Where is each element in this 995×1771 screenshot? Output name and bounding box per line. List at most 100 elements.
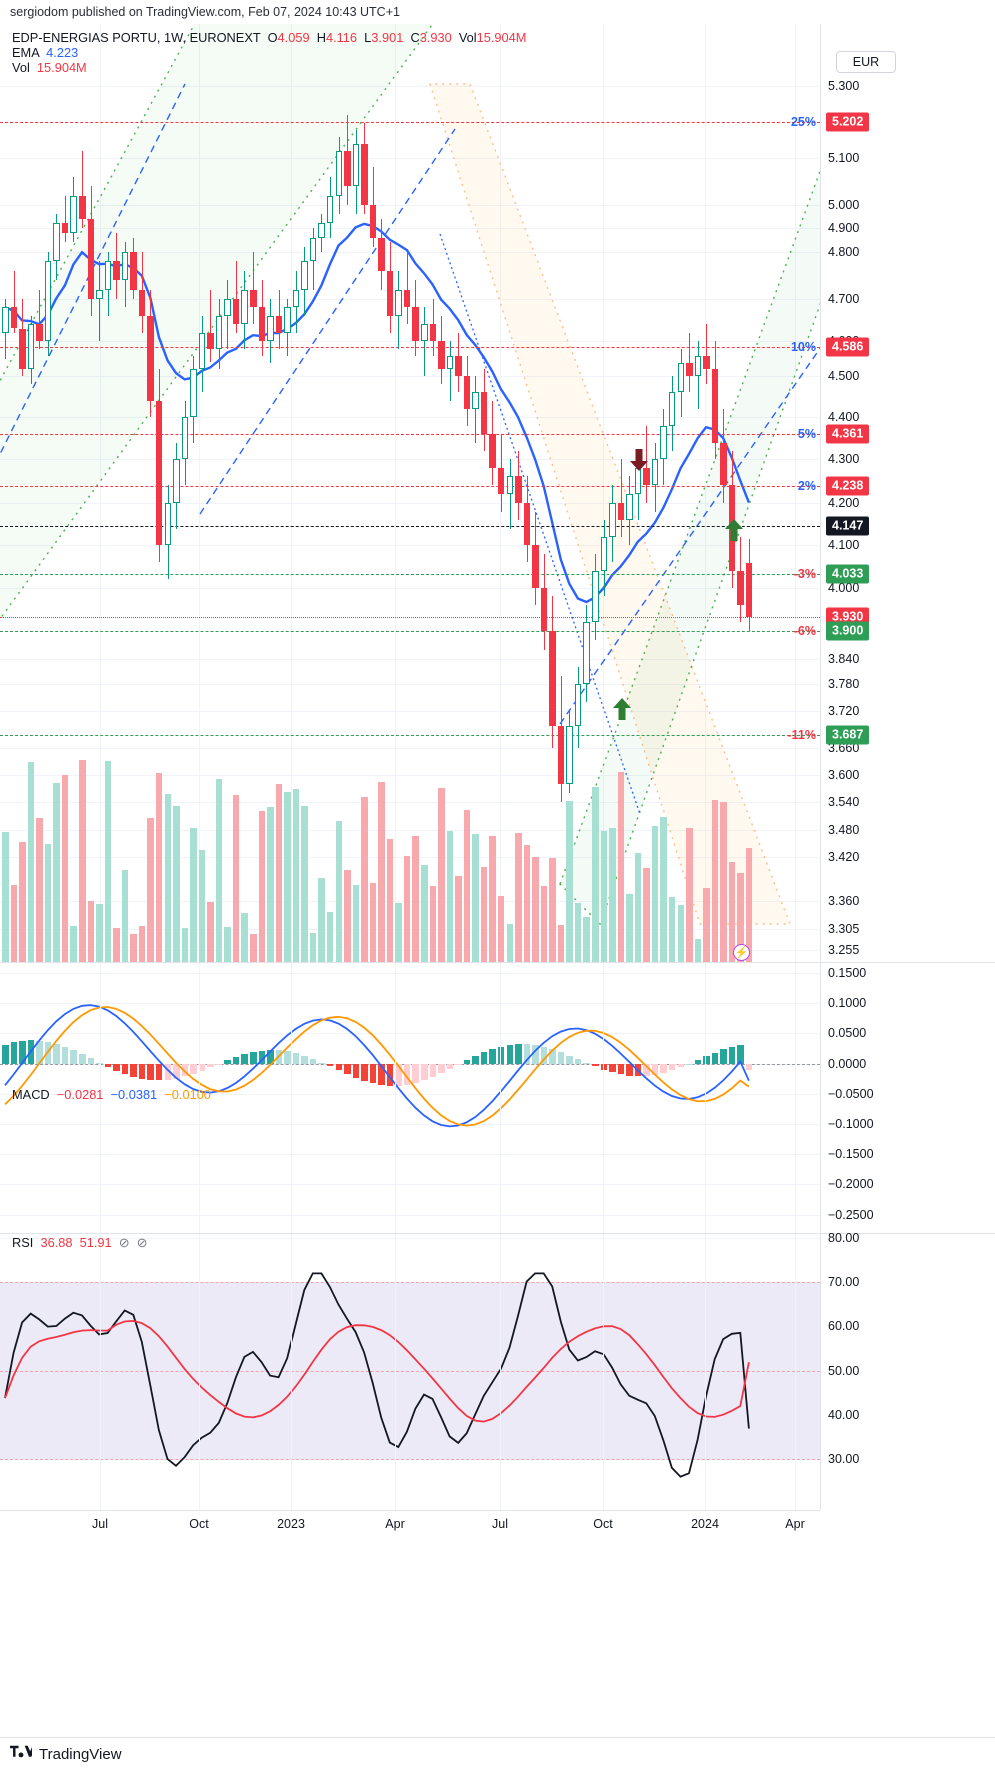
- volume-bar: [147, 818, 154, 962]
- candle-body: [361, 143, 368, 205]
- candle-body: [549, 631, 556, 726]
- alert-bolt-icon[interactable]: ⚡: [733, 944, 750, 961]
- rsi-legend-name[interactable]: RSI: [12, 1235, 34, 1250]
- candle-body: [626, 494, 633, 521]
- macd-histogram-bar: [677, 1063, 685, 1067]
- macd-legend-name[interactable]: MACD: [12, 1087, 50, 1102]
- volume-bar: [250, 934, 257, 962]
- gridline-vertical: [795, 1234, 796, 1510]
- gridline-horizontal: [0, 775, 820, 776]
- volume-bar: [369, 882, 377, 962]
- candle-body: [36, 324, 43, 342]
- rsi-pane[interactable]: [0, 1234, 820, 1510]
- candle-body: [463, 376, 471, 409]
- volume-bar: [421, 864, 428, 962]
- macd-pane[interactable]: [0, 963, 820, 1233]
- gridline-horizontal: [0, 1093, 820, 1095]
- candle-body: [147, 315, 154, 401]
- macd-histogram-bar: [421, 1063, 428, 1081]
- price-pill[interactable]: 3.900: [826, 621, 870, 641]
- volume-bar: [574, 902, 582, 962]
- level-line: [0, 122, 820, 123]
- level-line: [0, 574, 820, 575]
- candle-body: [378, 237, 385, 271]
- macd-legend[interactable]: MACD −0.0281 −0.0381 −0.0100: [12, 1087, 211, 1102]
- macd-hist-value: −0.0100: [164, 1087, 211, 1102]
- macd-histogram-bar: [720, 1049, 727, 1064]
- macd-histogram-bar: [10, 1042, 18, 1064]
- price-legend[interactable]: EDP-ENERGIAS PORTU, 1W, EURONEXT O4.059 …: [12, 30, 526, 75]
- price-axis[interactable]: EUR 5.3005.1005.0004.9004.8004.7004.6004…: [788, 24, 995, 978]
- date-axis-label: Apr: [785, 1517, 805, 1531]
- level-line: [0, 735, 820, 736]
- macd-signal-value: −0.0381: [110, 1087, 158, 1102]
- price-pill[interactable]: 4.586: [826, 337, 870, 357]
- volume-bar: [79, 760, 86, 962]
- price-pane[interactable]: ⚡: [0, 24, 820, 962]
- price-pill[interactable]: 4.147: [826, 516, 870, 536]
- pane-separator-macd[interactable]: [0, 962, 995, 963]
- macd-axis[interactable]: 0.1500 0.1000 0.0500 0.0000 −0.0500 −0.1000 −0…: [820, 963, 995, 1233]
- candle-body: [677, 362, 685, 393]
- volume-bar: [207, 902, 214, 962]
- volume-bar: [463, 810, 471, 962]
- legend-close-label: C: [410, 30, 420, 45]
- price-tick-label: 4.300: [828, 452, 860, 466]
- volume-bar: [395, 903, 402, 962]
- volume-bar: [549, 857, 556, 962]
- macd-histogram-bar: [703, 1056, 710, 1064]
- gridline-horizontal: [0, 748, 820, 749]
- rsi-legend[interactable]: RSI 36.88 51.91 ⊘ ⊘: [12, 1235, 147, 1251]
- rsi-axis[interactable]: 80.00 70.00 60.00 50.00 40.00 30.00: [820, 1231, 995, 1510]
- volume-bar: [70, 925, 77, 962]
- candle-body: [455, 355, 462, 376]
- macd-histogram-bar: [515, 1044, 522, 1064]
- legend-symbol[interactable]: EDP-ENERGIAS PORTU: [12, 30, 157, 45]
- price-pill[interactable]: 3.687: [826, 725, 870, 745]
- volume-bar: [557, 924, 565, 962]
- buy-arrow-marker[interactable]: [613, 698, 631, 720]
- candle-wick: [39, 289, 41, 349]
- candle-wick: [99, 261, 101, 342]
- macd-tick-label: 0.0000: [828, 1056, 867, 1071]
- legend-interval[interactable]: 1W: [163, 30, 183, 45]
- gridline-vertical: [603, 963, 604, 1233]
- candle-body: [532, 545, 539, 588]
- macd-histogram-bar: [497, 1046, 505, 1064]
- legend-vol-value: 15.904M: [36, 60, 87, 75]
- gridline-vertical: [291, 1234, 292, 1510]
- footer: TradingView: [0, 1737, 995, 1771]
- legend-vol-row[interactable]: Vol 15.904M: [12, 60, 526, 75]
- legend-vol-label: Vol: [12, 60, 30, 75]
- candle-wick: [449, 341, 451, 401]
- volume-bar: [232, 795, 240, 962]
- candle-body: [694, 355, 702, 376]
- date-axis-label: Jul: [92, 1517, 108, 1531]
- candle-body: [344, 150, 351, 187]
- publish-text: sergiodom published on TradingView.com, …: [10, 5, 400, 19]
- currency-badge[interactable]: EUR: [836, 51, 896, 73]
- price-pill[interactable]: 5.202: [826, 112, 870, 132]
- gridline-vertical: [395, 963, 396, 1233]
- volume-bar: [181, 927, 189, 962]
- buy-arrow-marker[interactable]: [725, 519, 743, 541]
- macd-tick-label: 0.1000: [828, 996, 867, 1011]
- candle-body: [104, 261, 112, 290]
- price-pill[interactable]: 4.238: [826, 476, 870, 496]
- macd-histogram-bar: [2, 1044, 9, 1064]
- candle-body: [352, 143, 360, 187]
- macd-histogram-bar: [489, 1049, 496, 1064]
- gridline-horizontal: [0, 1154, 820, 1156]
- pane-separator-rsi[interactable]: [0, 1233, 995, 1234]
- candle-wick: [235, 261, 237, 333]
- price-tick-label: 3.305: [828, 922, 860, 936]
- price-pill[interactable]: 4.033: [826, 564, 870, 584]
- legend-ema-row[interactable]: EMA 4.223: [12, 45, 526, 60]
- date-axis[interactable]: Jul Oct 2023 Apr Jul Oct 2024 Apr: [0, 1510, 820, 1536]
- sell-arrow-marker[interactable]: [630, 449, 648, 471]
- candle-body: [309, 237, 317, 262]
- price-pill[interactable]: 4.361: [826, 424, 870, 444]
- arrow-up-icon: [613, 698, 631, 720]
- price-tick-label: 3.600: [828, 768, 860, 782]
- legend-high-label: H: [316, 30, 326, 45]
